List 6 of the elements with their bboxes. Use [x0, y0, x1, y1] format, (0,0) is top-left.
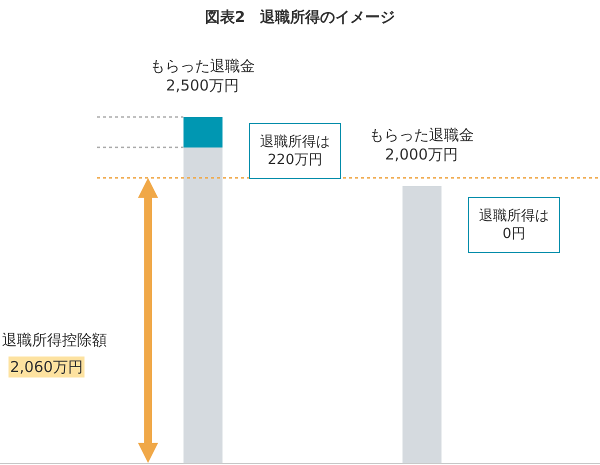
annotation: 退職所得は 220万円	[260, 134, 330, 168]
chart-title: 図表2 退職所得のイメージ	[204, 8, 396, 26]
annotation: 退職所得は 0円	[479, 208, 549, 242]
total-label: もらった退職金 2,500万円	[150, 57, 255, 94]
annotation: 退職所得控除額 2,060万円	[2, 331, 107, 376]
total-label: もらった退職金 2,000万円	[369, 126, 474, 164]
